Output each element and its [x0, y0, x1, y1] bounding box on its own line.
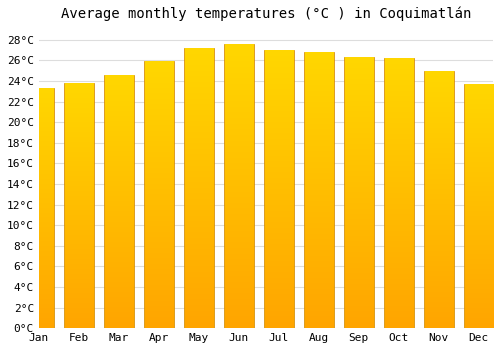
Title: Average monthly temperatures (°C ) in Coquimatlán: Average monthly temperatures (°C ) in Co…	[60, 7, 471, 21]
Bar	[224, 44, 254, 328]
Bar	[424, 71, 454, 328]
Bar	[64, 83, 94, 328]
Bar	[24, 88, 54, 328]
Bar	[304, 52, 334, 328]
Bar	[144, 62, 174, 328]
Bar	[184, 48, 214, 328]
Bar	[264, 50, 294, 328]
Bar	[384, 58, 414, 328]
Bar	[464, 84, 494, 328]
Bar	[344, 57, 374, 328]
Bar	[104, 75, 134, 328]
